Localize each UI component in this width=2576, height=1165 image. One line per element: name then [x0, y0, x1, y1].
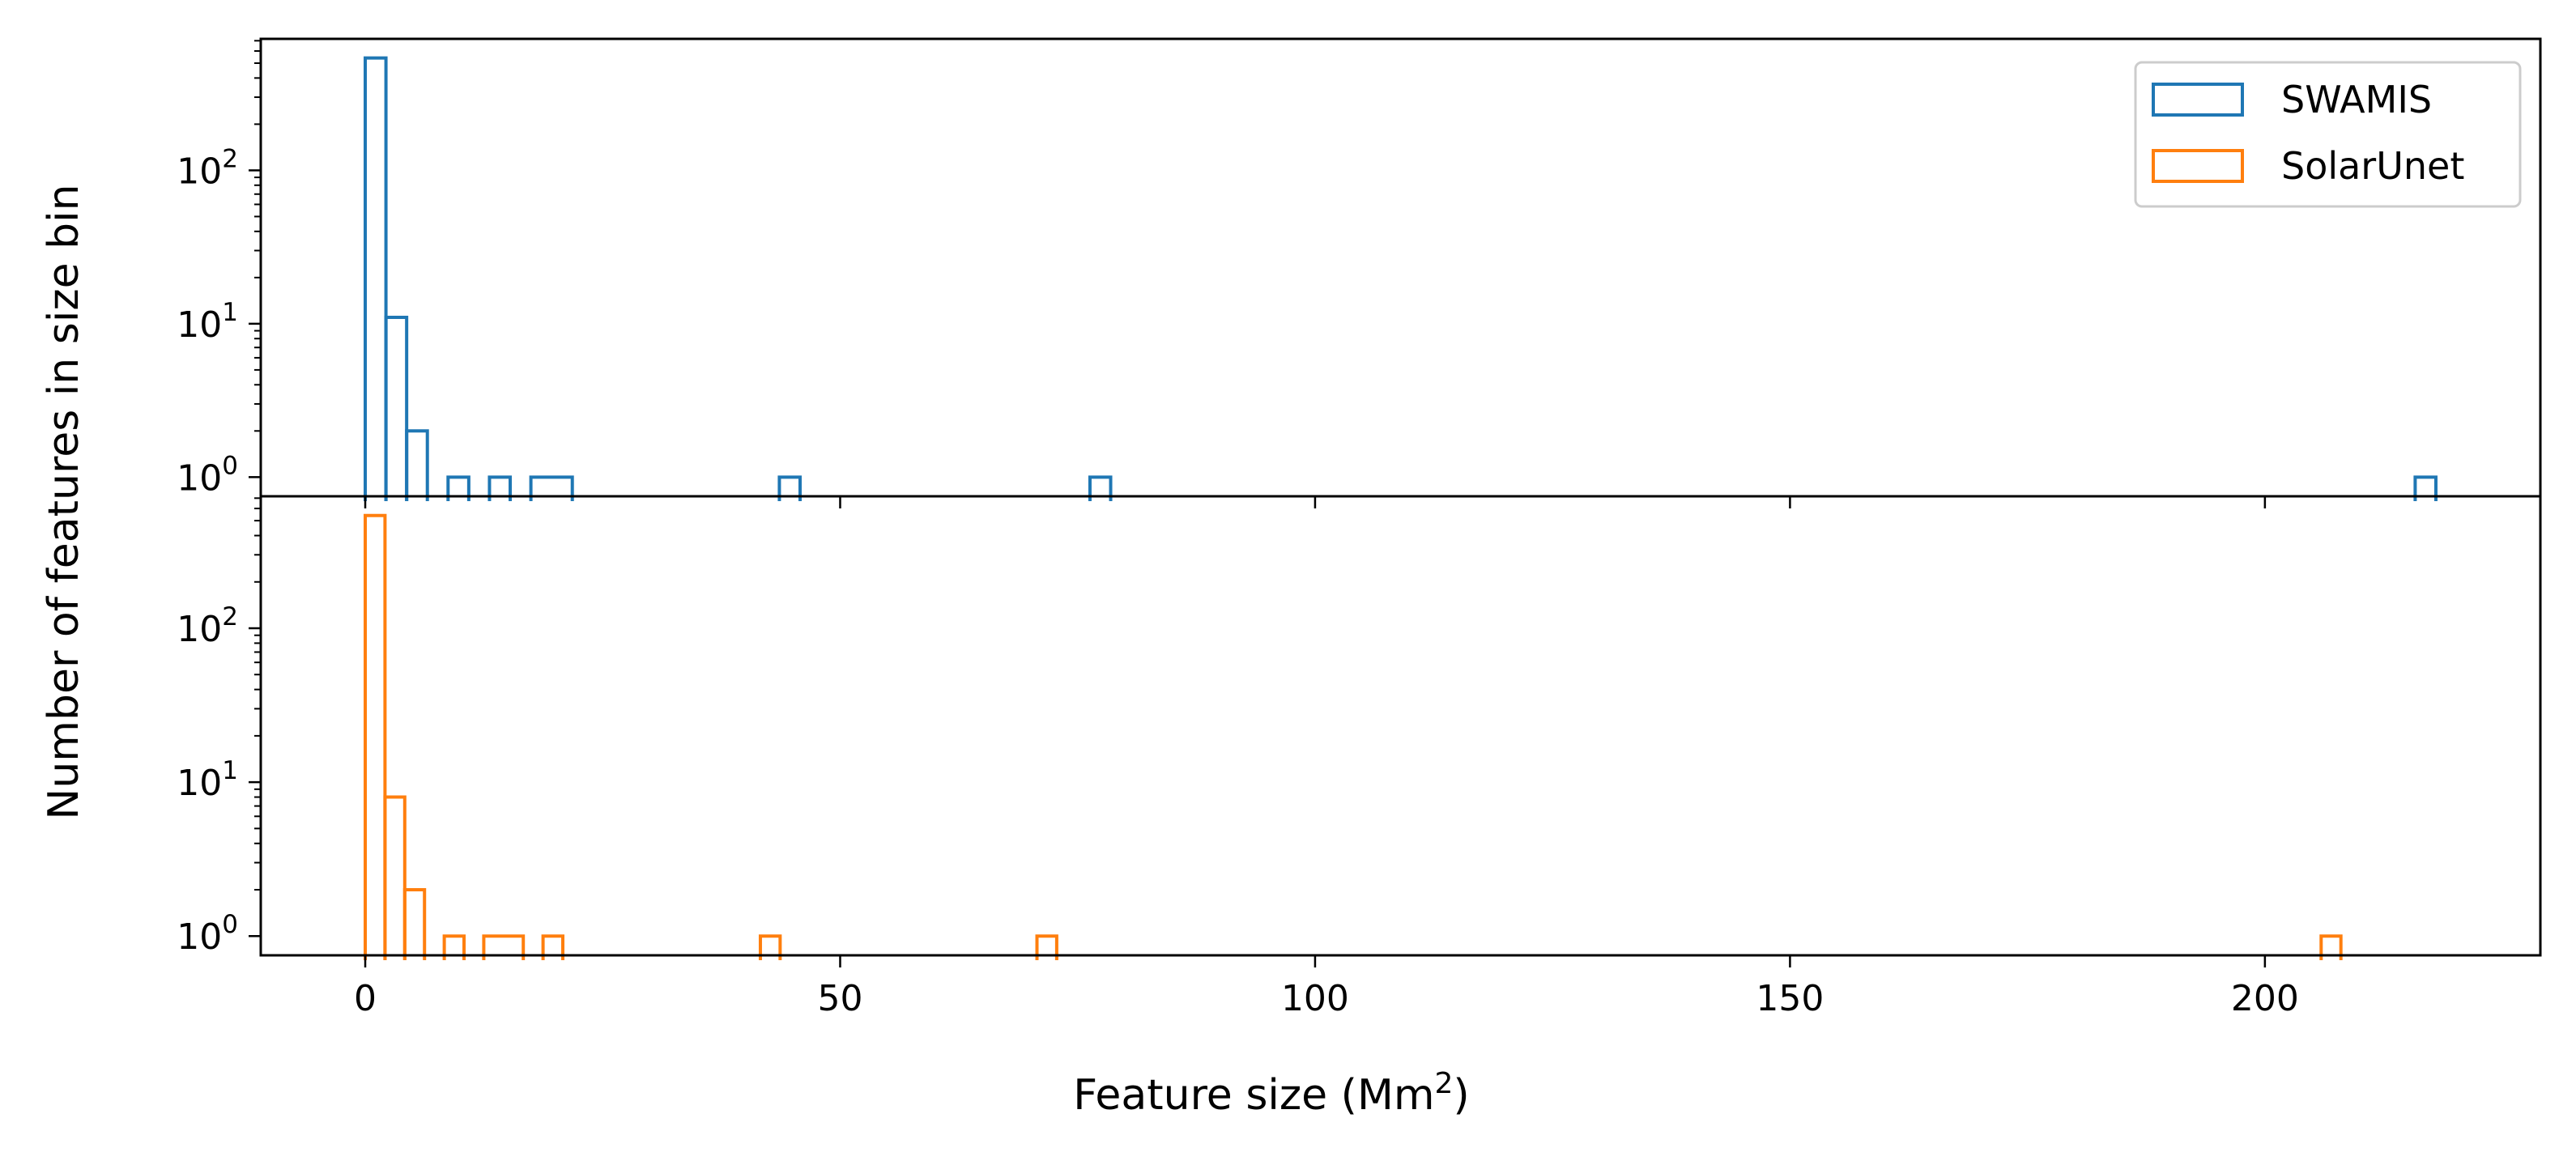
y-tick-label: 101 [177, 298, 238, 346]
histogram-bin [758, 934, 782, 960]
histogram-bin [446, 475, 470, 501]
histogram-bin [1088, 475, 1113, 501]
x-tick-label: 0 [354, 978, 377, 1019]
axes-frame [259, 495, 2542, 957]
x-tick-label: 50 [817, 978, 862, 1019]
legend-label: SolarUnet [2281, 144, 2464, 188]
histogram-bin [364, 56, 388, 501]
histogram-bin [402, 888, 427, 960]
x-tick-label: 150 [1756, 978, 1824, 1019]
x-tick-label: 200 [2231, 978, 2299, 1019]
histogram-bin [2413, 475, 2438, 501]
legend-swatch [2152, 83, 2244, 117]
top-panel: 100 101 102 [177, 37, 2542, 508]
legend-box [2134, 61, 2522, 208]
y-tick-label: 101 [177, 756, 238, 804]
histogram-bin [777, 475, 802, 501]
bottom-panel: 100 101 102 0 50 100 150 200 [177, 495, 2542, 1019]
histogram-bin [405, 429, 429, 501]
histogram-bin [482, 934, 526, 960]
histogram-bin [383, 795, 407, 960]
histogram-bin [442, 934, 466, 960]
y-tick-label: 102 [177, 602, 238, 650]
histogram-bin [384, 316, 409, 501]
histogram-bin [488, 475, 513, 501]
histogram-bin [541, 934, 564, 960]
y-tick-label: 102 [177, 144, 238, 192]
x-tick-label: 100 [1281, 978, 1349, 1019]
y-tick-label: 100 [177, 910, 238, 958]
y-axis-label: Number of features in size bin [40, 184, 88, 819]
x-axis-label-superscript: 2 [1435, 1067, 1454, 1100]
y-tick-label: 100 [177, 451, 238, 499]
x-axis-label-text: Feature size (Mm [1073, 1071, 1434, 1120]
x-axis-label-suffix: ) [1453, 1071, 1469, 1120]
histogram-bin [364, 513, 387, 960]
x-axis-label: Feature size (Mm2) [1073, 1067, 1469, 1120]
histogram-bin [2319, 934, 2343, 960]
legend-label: SWAMIS [2281, 78, 2432, 121]
histogram-bin [529, 475, 574, 501]
legend-swatch [2152, 149, 2244, 183]
legend: SWAMIS SolarUnet [2134, 61, 2522, 208]
histogram-bin [1035, 934, 1058, 960]
